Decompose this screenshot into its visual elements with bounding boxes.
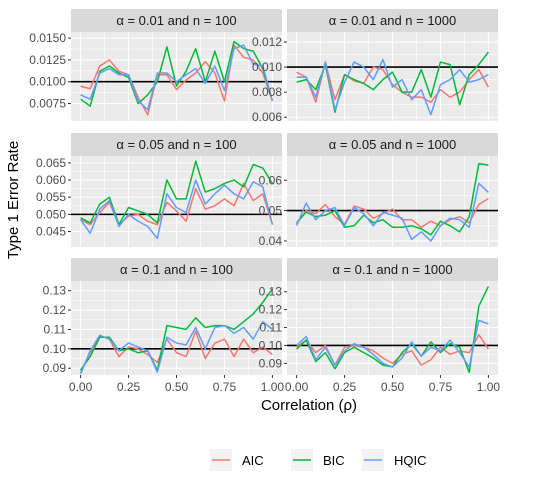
panels: α = 0.01 and n = 100 0.0075 0.0100 0.0125 0.… xyxy=(29,9,500,394)
legend-label-aic: AIC xyxy=(242,453,264,468)
panel-title: α = 0.05 and n = 1000 xyxy=(329,137,457,152)
panel-title: α = 0.1 and n = 100 xyxy=(120,262,233,277)
x-tick-label: 1.00 xyxy=(261,380,285,394)
panel-title: α = 0.05 and n = 100 xyxy=(116,137,236,152)
series-line-hqic xyxy=(296,319,489,368)
y-tick-label: 0.09 xyxy=(259,356,283,370)
panel-strip xyxy=(287,258,498,281)
panel-strip xyxy=(71,133,282,156)
y-tick-label: 0.055 xyxy=(36,190,66,204)
y-axis-title: Type 1 Error Rate xyxy=(5,141,22,259)
y-tick-label: 0.11 xyxy=(260,321,283,335)
x-tick-label: 0.50 xyxy=(165,380,189,394)
x-axis-title: Correlation (ρ) xyxy=(261,397,357,414)
series-line-hqic xyxy=(296,58,489,116)
y-tick-label: 0.006 xyxy=(252,110,282,124)
y-tick-label: 0.11 xyxy=(44,322,67,336)
series-line-bic xyxy=(296,162,489,236)
panel: α = 0.05 and n = 1000.0450.0500.0550.060… xyxy=(36,133,282,247)
panel-title: α = 0.1 and n = 1000 xyxy=(332,262,452,277)
y-tick-label: 0.04 xyxy=(259,234,283,248)
y-tick-label: 0.0150 xyxy=(29,31,66,45)
panel: α = 0.1 and n = 1000 0.09 0.10 0.11 0.12 0.13… xyxy=(259,258,501,394)
y-tick-label: 0.10 xyxy=(259,338,283,352)
y-tick-label: 0.13 xyxy=(43,284,67,298)
series-line-bic xyxy=(80,160,274,226)
panel: α = 0.05 and n = 1000 0.04 0.05 0.06 xyxy=(259,133,498,248)
y-tick-label: 0.12 xyxy=(43,303,67,317)
y-tick-label: 0.045 xyxy=(36,225,66,239)
panel-strip xyxy=(287,133,498,156)
series-line-hqic xyxy=(79,179,274,240)
y-tick-label: 0.065 xyxy=(36,156,66,170)
y-tick-label: 0.09 xyxy=(43,361,67,375)
x-tick-label: 0.00 xyxy=(285,380,309,394)
y-tick-label: 0.050 xyxy=(36,207,66,221)
y-tick-label: 0.0075 xyxy=(29,97,66,111)
y-tick-label: 0.012 xyxy=(252,35,282,49)
series-line-hqic xyxy=(80,44,274,111)
x-tick-label: 0.75 xyxy=(429,380,453,394)
y-tick-label: 0.13 xyxy=(259,285,283,299)
y-tick-label: 0.010 xyxy=(252,60,282,74)
legend-label-bic: BIC xyxy=(323,453,345,468)
series-line-aic xyxy=(295,197,489,229)
x-tick-label: 0.75 xyxy=(213,380,237,394)
panel-title: α = 0.01 and n = 1000 xyxy=(329,13,457,28)
panel: α = 0.01 and n = 100 0.0075 0.0100 0.0125 0.… xyxy=(29,9,282,121)
y-tick-label: 0.0125 xyxy=(29,53,66,67)
y-tick-label: 0.060 xyxy=(36,173,66,187)
y-tick-label: 0.12 xyxy=(259,303,283,317)
y-tick-label: 0.008 xyxy=(252,85,282,99)
legend-label-hqic: HQIC xyxy=(394,453,427,468)
y-tick-label: 0.10 xyxy=(43,342,67,356)
y-tick-label: 0.06 xyxy=(259,173,283,187)
y-tick-label: 0.05 xyxy=(259,204,283,218)
x-tick-label: 0.25 xyxy=(117,380,141,394)
series-line-hqic xyxy=(295,182,489,242)
panel: α = 0.1 and n = 100 0.09 0.10 0.11 0.12 0.13 0… xyxy=(43,258,285,394)
panel-strip xyxy=(71,258,282,281)
x-tick-label: 1.00 xyxy=(477,380,501,394)
x-tick-label: 0.50 xyxy=(381,380,405,394)
legend: AIC BIC HQIC xyxy=(210,449,427,471)
series-line-bic xyxy=(79,288,274,371)
panel: α = 0.01 and n = 1000 0.006 0.008 0.010 0.01… xyxy=(252,9,498,124)
series-line-aic xyxy=(79,330,273,373)
panel-title: α = 0.01 and n = 100 xyxy=(116,13,236,28)
series-line-hqic xyxy=(79,320,273,375)
x-tick-label: 0.00 xyxy=(69,380,93,394)
panel-strip xyxy=(287,9,498,32)
series-line-aic xyxy=(80,44,274,116)
x-tick-label: 0.25 xyxy=(333,380,357,394)
y-tick-label: 0.0100 xyxy=(29,75,66,89)
panel-strip xyxy=(71,9,282,32)
